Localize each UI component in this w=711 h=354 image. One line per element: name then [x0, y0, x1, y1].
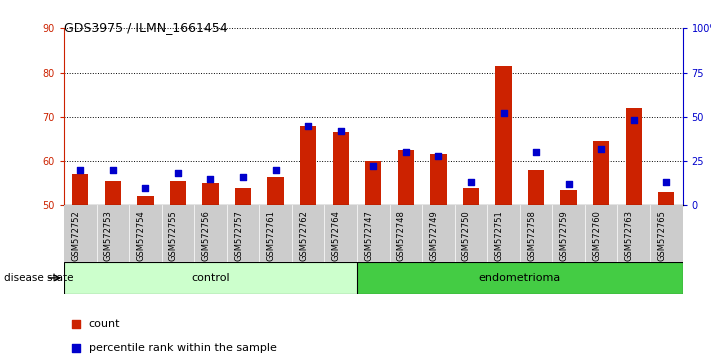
Point	[530, 149, 542, 155]
Text: disease state: disease state	[4, 273, 73, 283]
Text: control: control	[191, 273, 230, 283]
Point	[433, 153, 444, 159]
Bar	[430, 154, 447, 354]
Point	[563, 181, 574, 187]
Text: GSM572755: GSM572755	[169, 210, 178, 261]
Bar	[72, 175, 88, 354]
Bar	[626, 108, 642, 354]
Text: endometrioma: endometrioma	[479, 273, 561, 283]
Point	[270, 167, 282, 173]
Text: GSM572764: GSM572764	[332, 210, 341, 261]
Point	[302, 123, 314, 129]
Text: GSM572756: GSM572756	[201, 210, 210, 261]
Point	[237, 174, 249, 180]
Bar	[365, 161, 381, 354]
Bar	[333, 132, 349, 354]
Text: GSM572748: GSM572748	[397, 210, 406, 261]
Bar	[463, 188, 479, 354]
Bar	[300, 126, 316, 354]
Bar	[64, 262, 357, 294]
Text: GSM572750: GSM572750	[462, 210, 471, 261]
Text: GSM572753: GSM572753	[104, 210, 113, 261]
Text: GSM572751: GSM572751	[494, 210, 503, 261]
Text: GSM572759: GSM572759	[560, 210, 569, 261]
Bar	[105, 181, 121, 354]
Point	[465, 179, 476, 185]
Text: GSM572757: GSM572757	[234, 210, 243, 261]
Point	[480, 266, 491, 272]
Text: GSM572763: GSM572763	[625, 210, 634, 261]
Text: count: count	[89, 319, 120, 329]
Text: GSM572758: GSM572758	[527, 210, 536, 261]
Text: GSM572761: GSM572761	[267, 210, 276, 261]
Bar	[658, 192, 675, 354]
Point	[480, 47, 491, 53]
Bar	[560, 190, 577, 354]
Text: GSM572749: GSM572749	[429, 210, 439, 261]
Text: GSM572752: GSM572752	[71, 210, 80, 261]
Point	[628, 118, 639, 123]
Text: percentile rank within the sample: percentile rank within the sample	[89, 343, 277, 353]
Point	[139, 185, 151, 190]
Bar	[137, 196, 154, 354]
Bar	[397, 150, 414, 354]
Point	[75, 167, 86, 173]
Bar	[496, 66, 512, 354]
Bar	[267, 177, 284, 354]
Text: GSM572765: GSM572765	[657, 210, 666, 261]
Point	[205, 176, 216, 182]
Text: GSM572747: GSM572747	[364, 210, 373, 261]
Bar	[528, 170, 544, 354]
Bar	[235, 188, 251, 354]
Point	[661, 179, 672, 185]
Text: GSM572760: GSM572760	[592, 210, 602, 261]
Text: GDS3975 / ILMN_1661454: GDS3975 / ILMN_1661454	[64, 21, 228, 34]
Bar	[203, 183, 218, 354]
Bar	[357, 262, 683, 294]
Point	[596, 146, 607, 152]
Point	[400, 149, 412, 155]
Bar	[593, 141, 609, 354]
Point	[335, 128, 346, 134]
Point	[368, 164, 379, 169]
Bar	[170, 181, 186, 354]
Point	[498, 110, 509, 116]
Text: GSM572762: GSM572762	[299, 210, 308, 261]
Point	[107, 167, 119, 173]
Point	[172, 171, 183, 176]
Text: GSM572754: GSM572754	[137, 210, 145, 261]
